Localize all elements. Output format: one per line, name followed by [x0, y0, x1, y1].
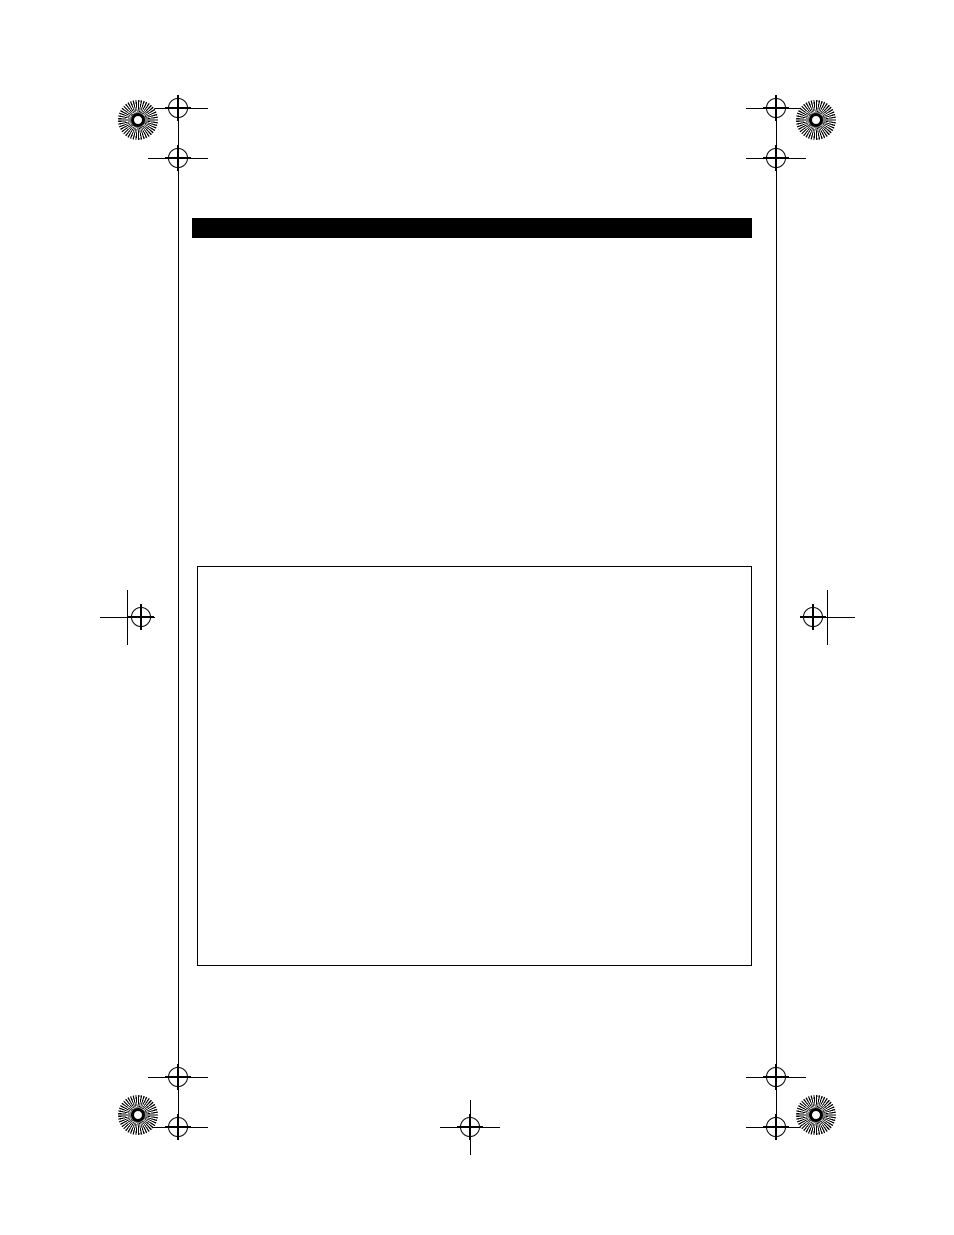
content	[192, 218, 752, 260]
crop-mark-icon	[800, 604, 826, 630]
crop-mark-icon	[763, 1064, 789, 1090]
crop-mark-icon	[457, 1114, 483, 1140]
registration-mark-icon	[118, 1095, 158, 1135]
crop-mark-icon	[165, 95, 191, 121]
crop-mark-icon	[763, 95, 789, 121]
crop-mark-icon	[128, 604, 154, 630]
crop-mark-icon	[763, 145, 789, 171]
crop-mark-icon	[165, 145, 191, 171]
wiring-diagram	[197, 566, 752, 966]
registration-mark-icon	[796, 1095, 836, 1135]
frame-line	[776, 95, 777, 1140]
crop-mark-icon	[165, 1064, 191, 1090]
page	[0, 0, 954, 1235]
crop-mark-icon	[763, 1114, 789, 1140]
registration-mark-icon	[796, 100, 836, 140]
registration-mark-icon	[118, 100, 158, 140]
frame-line	[178, 95, 179, 1140]
crop-mark-icon	[165, 1114, 191, 1140]
section-title	[192, 218, 752, 238]
